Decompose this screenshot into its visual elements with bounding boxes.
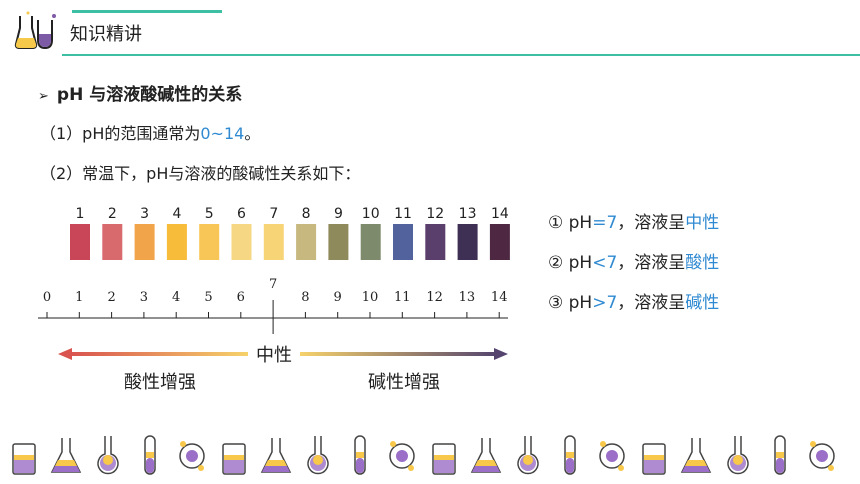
ph-color-swatch: [102, 224, 123, 260]
molecule-icon: [680, 438, 712, 473]
ph-color-swatch: [393, 224, 413, 260]
beaker-icon: [179, 441, 205, 471]
ph-color-swatch: [134, 224, 155, 260]
scale-tick-label: 14: [491, 290, 508, 305]
sparkle-icon: [809, 441, 835, 471]
page-title: 知识精讲: [70, 24, 142, 45]
ph-color-swatch: [296, 224, 317, 260]
scale-tick-label: 8: [301, 290, 309, 305]
rule-op: =7: [592, 213, 618, 233]
base-arrow-bar: [300, 352, 496, 356]
footer-lab-icons: [12, 435, 835, 475]
ph-chart: 1 2 3 4 5 6 7 8 9 10 11 12 13 140 1 2 3 4 5 678 9 10 11 12 13 14中…: [38, 206, 510, 393]
benzene-ring-icon: [774, 435, 786, 475]
ph-color-swatch: [70, 224, 90, 260]
erlenmeyer-flask-icon: [222, 443, 246, 475]
header-divider: [62, 54, 860, 56]
rule-op: >7: [592, 293, 618, 313]
line1-prefix: （1）pH的范围通常为: [40, 124, 201, 143]
scale-tick-label: 13: [459, 290, 476, 305]
volumetric-flask-icon: [144, 435, 156, 475]
ph-color-swatch: [360, 224, 381, 260]
acid-arrowhead: [58, 348, 72, 360]
strip-number: 11: [394, 206, 412, 222]
test-tube-rack-icon: [432, 443, 456, 475]
scale-tick-label: 4: [172, 290, 180, 305]
strip-number: 6: [237, 206, 246, 222]
acid-arrow-bar: [70, 352, 248, 356]
ph-range: 0~14: [200, 124, 245, 143]
strip-number: 3: [140, 206, 149, 222]
scale-tick-label: 3: [140, 290, 148, 305]
scale-tick-label: 5: [204, 290, 212, 305]
arrow-bullet-icon: ➢: [38, 89, 49, 104]
test-tube-icon: [307, 436, 329, 475]
strip-number: 9: [334, 206, 343, 222]
strip-number: 5: [205, 206, 214, 222]
rule-prefix: ③ pH: [548, 293, 593, 313]
scale-tick-label: 9: [334, 290, 342, 305]
section-heading: ➢ pH 与溶液酸碱性的关系: [38, 80, 242, 105]
header-accent-bar: [72, 10, 222, 13]
acid-label: 酸性增强: [124, 372, 196, 393]
ph-color-swatch: [166, 224, 187, 260]
funnel-icon: [642, 443, 666, 475]
line1-suffix: 。: [244, 124, 261, 143]
microscope-icon: [564, 435, 576, 475]
scale-tick-label: 1: [75, 290, 83, 305]
neutral-label: 中性: [256, 345, 292, 366]
scale-tick-label: 0: [43, 290, 51, 305]
scale-tick-label: 10: [362, 290, 379, 305]
rule-result: 酸性: [685, 253, 720, 273]
scale-tick-label: 7: [269, 277, 277, 292]
strip-number: 1: [76, 206, 85, 222]
text-line-2: （2）常温下，pH与溶液的酸碱性关系如下：: [40, 164, 361, 183]
rule-mid: ，溶液呈: [617, 213, 686, 233]
text-line-1: （1）pH的范围通常为0~14。: [40, 120, 260, 144]
ph-color-swatch: [263, 224, 284, 260]
base-arrowhead: [494, 348, 508, 360]
strip-number: 4: [172, 206, 181, 222]
tripod-icon: [517, 436, 539, 475]
thermometer-icon: [389, 441, 415, 471]
strip-number: 8: [302, 206, 311, 222]
rule-neutral: ① pH=7，溶液呈中性: [548, 208, 719, 233]
ph-color-swatch: [231, 224, 252, 260]
chemistry-flask-logo-icon: [14, 11, 56, 50]
alcohol-lamp-icon: [354, 435, 366, 475]
ph-color-swatch: [199, 224, 220, 260]
section-heading-text: pH 与溶液酸碱性的关系: [56, 85, 243, 105]
rule-result: 碱性: [685, 293, 720, 313]
reagent-bottle-icon: [260, 438, 292, 473]
ph-color-swatch: [489, 224, 510, 260]
scale-tick-label: 6: [237, 290, 245, 305]
scale-tick-label: 2: [107, 290, 115, 305]
strip-number: 14: [491, 206, 509, 222]
rule-result: 中性: [685, 213, 720, 233]
rule-prefix: ① pH: [548, 213, 593, 233]
strip-number: 10: [362, 206, 380, 222]
rule-prefix: ② pH: [548, 253, 593, 273]
rule-op: <7: [592, 253, 618, 273]
scale-tick-label: 11: [394, 290, 411, 305]
strip-number: 2: [108, 206, 117, 222]
base-label: 碱性增强: [368, 372, 440, 393]
atom-icon: [727, 436, 749, 475]
ph-color-swatch: [328, 224, 349, 260]
conical-flask-icon: [97, 436, 119, 475]
strip-number: 7: [269, 206, 278, 222]
ph-color-swatch: [425, 224, 446, 260]
scale-tick-label: 12: [426, 290, 443, 305]
round-flask-icon: [50, 438, 82, 473]
rule-mid: ，溶液呈: [617, 253, 686, 273]
rule-acidic: ② pH<7，溶液呈酸性: [548, 248, 719, 273]
ph-color-swatch: [457, 224, 478, 260]
strip-number: 13: [459, 206, 477, 222]
beaker-icon: [12, 443, 36, 475]
rule-mid: ，溶液呈: [617, 293, 686, 313]
beaker-with-rod-icon: [470, 438, 502, 473]
dropper-icon: [599, 441, 625, 471]
strip-number: 12: [426, 206, 444, 222]
rule-basic: ③ pH>7，溶液呈碱性: [548, 288, 719, 313]
